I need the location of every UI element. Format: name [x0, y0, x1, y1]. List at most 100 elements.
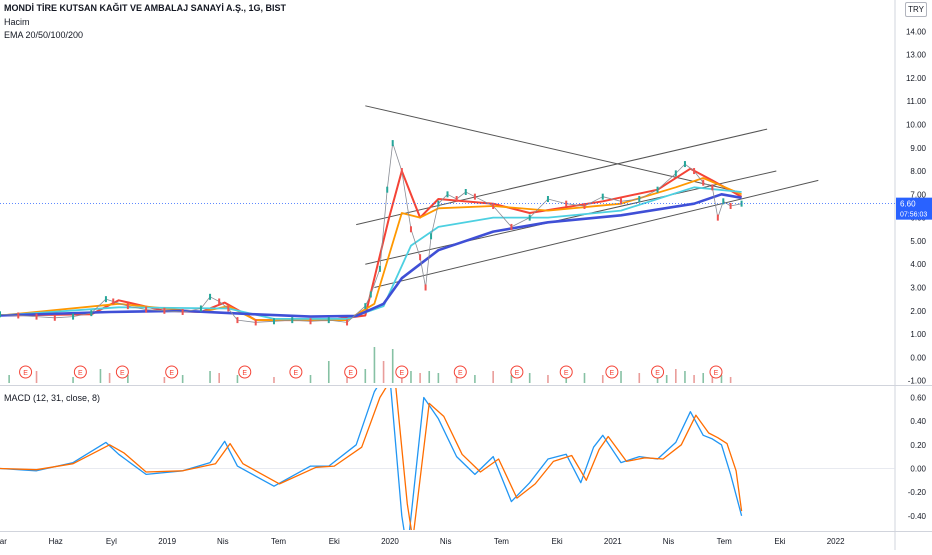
currency-button[interactable]: TRY [905, 2, 927, 17]
volume-bar [693, 375, 695, 383]
volume-bar [327, 361, 330, 383]
volume-bar [601, 375, 604, 383]
price-candle [254, 319, 257, 326]
volume-bar [665, 375, 668, 383]
y-tick-label: 12.00 [906, 74, 927, 83]
price-candle [218, 298, 221, 305]
volume-bar [236, 375, 239, 383]
trendline [374, 179, 819, 288]
ema200-line [0, 193, 742, 318]
price-candle [272, 318, 275, 325]
earnings-marker [289, 365, 303, 379]
price-candle [546, 195, 549, 202]
signal-line [0, 388, 743, 530]
y-tick-label: 13.00 [906, 51, 927, 60]
volume-bar [419, 373, 421, 383]
earnings-marker [344, 365, 358, 379]
y-tick-label: 8.00 [910, 167, 926, 176]
x-tick-label: Tem [494, 537, 509, 546]
price-candle [528, 214, 531, 221]
price-candle [104, 296, 107, 303]
price-candle [583, 202, 586, 209]
earnings-marker [559, 365, 573, 379]
volume-bar [437, 373, 440, 383]
price-candle [702, 179, 705, 186]
price-candle [145, 306, 148, 313]
x-tick-label: 2021 [604, 537, 622, 546]
price-candle [419, 254, 422, 261]
price-candle [674, 170, 677, 177]
volume-bar [364, 369, 367, 383]
y-tick-label: 11.00 [907, 97, 927, 106]
volume-bar [209, 371, 211, 383]
price-candle [378, 265, 381, 272]
price-candle [510, 223, 513, 230]
price-candle [729, 202, 732, 209]
earnings-marker-label: E [714, 370, 719, 377]
x-tick-label: Eki [552, 537, 563, 546]
volume-bar [510, 375, 513, 383]
price-candle [236, 317, 239, 324]
macd-y-tick-label: 0.20 [910, 441, 926, 450]
x-tick-label: Nis [217, 537, 229, 546]
price-candle [409, 226, 412, 233]
y-tick-label: 9.00 [910, 144, 926, 153]
earnings-marker-label: E [294, 370, 299, 377]
price-candle [620, 198, 623, 205]
volume-bar [35, 371, 38, 383]
y-tick-label: 14.00 [906, 27, 927, 36]
earnings-marker [238, 365, 252, 379]
ema50-line [0, 177, 742, 321]
macd-y-tick-label: -0.20 [908, 488, 927, 497]
price-candle [126, 303, 129, 310]
volume-bar [428, 371, 431, 383]
price-candle [90, 310, 93, 317]
y-tick-label: 0.00 [910, 353, 926, 362]
y-tick-label: 2.00 [910, 307, 926, 316]
price-candle [0, 311, 1, 318]
earnings-marker-label: E [169, 370, 174, 377]
x-tick-label: Eyl [106, 537, 117, 546]
earnings-marker [395, 365, 409, 379]
earnings-marker [453, 365, 467, 379]
price-candle [112, 298, 115, 305]
volume-bar [684, 371, 686, 383]
x-tick-label: 2020 [381, 537, 399, 546]
volume-bar [309, 375, 312, 383]
earnings-marker [709, 365, 723, 379]
volume-bar [474, 375, 476, 383]
x-tick-label: 2019 [158, 537, 176, 546]
ema-legend: EMA 20/50/100/200 [4, 30, 84, 40]
price-candle [181, 308, 184, 315]
volume-bar [729, 377, 732, 383]
price-candle [346, 319, 349, 326]
volume-bar [528, 373, 531, 383]
price-candle [711, 184, 714, 191]
price-candle [464, 189, 467, 196]
price-candle [424, 284, 427, 291]
price-candle [309, 318, 312, 325]
volume-bar [620, 371, 622, 383]
volume-bar [675, 369, 677, 383]
earnings-marker-label: E [564, 370, 569, 377]
x-tick-label: Mar [0, 537, 7, 546]
y-tick-label: 1.00 [910, 330, 926, 339]
volume-bar [181, 375, 184, 383]
earnings-marker [605, 365, 619, 379]
price-candle [227, 305, 230, 312]
x-tick-label: Nis [663, 537, 675, 546]
volume-bar [127, 375, 129, 383]
price-candle [364, 303, 367, 310]
price-candle [638, 195, 641, 202]
x-tick-label: Haz [49, 537, 63, 546]
earnings-marker-label: E [655, 370, 660, 377]
x-tick-label: Tem [271, 537, 286, 546]
price-candle [163, 307, 166, 314]
volume-bar [346, 373, 348, 383]
volume-bar [638, 373, 641, 383]
earnings-marker-label: E [120, 370, 125, 377]
volume-bar [99, 369, 102, 383]
price-candle [601, 193, 604, 200]
